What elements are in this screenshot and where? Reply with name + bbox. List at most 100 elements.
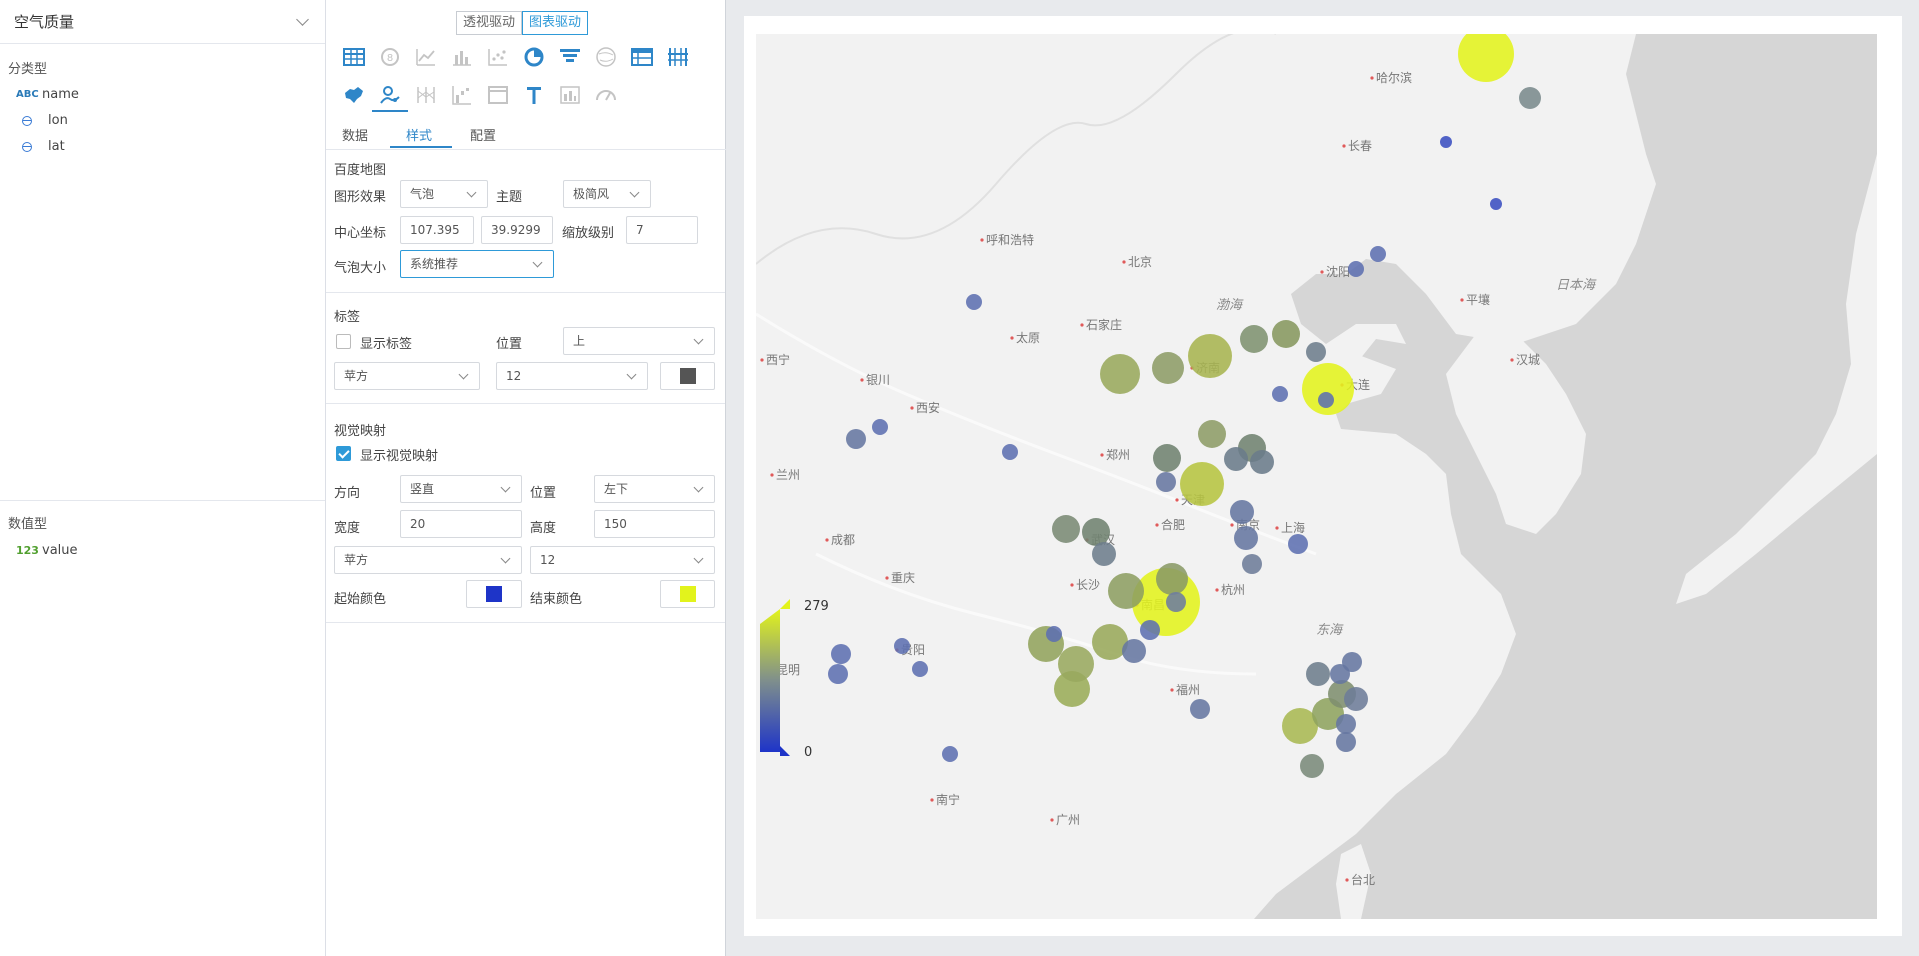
- width-input[interactable]: 20: [400, 510, 522, 538]
- zoom-input[interactable]: 7: [626, 216, 698, 244]
- bubble-mark[interactable]: [1100, 354, 1140, 394]
- bubble-mark[interactable]: [1302, 363, 1354, 415]
- bubble-mark[interactable]: [831, 644, 851, 664]
- frame-icon[interactable]: [480, 80, 516, 110]
- line-chart-icon[interactable]: [408, 42, 444, 72]
- height-input[interactable]: 150: [594, 510, 715, 538]
- pie-chart-icon[interactable]: [516, 42, 552, 72]
- bubble-mark[interactable]: [1288, 534, 1308, 554]
- word-cloud-icon[interactable]: [552, 80, 588, 110]
- bubble-mark[interactable]: [1140, 620, 1160, 640]
- bubble-mark[interactable]: [1519, 87, 1541, 109]
- show-label-checkbox[interactable]: [336, 334, 351, 349]
- bubble-mark[interactable]: [1152, 352, 1184, 384]
- waterfall-icon[interactable]: [444, 80, 480, 110]
- show-visual-map-checkbox[interactable]: [336, 446, 351, 461]
- bubble-mark[interactable]: [942, 746, 958, 762]
- bubble-mark[interactable]: [1336, 732, 1356, 752]
- field-lat[interactable]: lat: [16, 139, 65, 154]
- bubble-mark[interactable]: [1342, 652, 1362, 672]
- bubble-map-icon[interactable]: [372, 80, 408, 112]
- bubble-mark[interactable]: [828, 664, 848, 684]
- bubble-mark[interactable]: [1092, 624, 1128, 660]
- parallel-icon[interactable]: [408, 80, 444, 110]
- tab-config[interactable]: 配置: [470, 129, 497, 144]
- vm-size-select[interactable]: 12: [530, 546, 715, 574]
- label-position-select[interactable]: 上: [563, 327, 715, 355]
- bubble-mark[interactable]: [846, 429, 866, 449]
- bubble-size-select[interactable]: 系统推荐: [400, 250, 554, 278]
- tab-chart-driven[interactable]: 图表驱动: [522, 11, 589, 35]
- bubble-mark[interactable]: [1250, 450, 1274, 474]
- label-size-select[interactable]: 12: [496, 362, 648, 390]
- bubble-mark[interactable]: [1046, 626, 1062, 642]
- bubble-mark[interactable]: [1490, 198, 1502, 210]
- start-color-picker[interactable]: [466, 580, 522, 608]
- tab-style[interactable]: 样式: [406, 129, 433, 144]
- bubble-mark[interactable]: [1370, 246, 1386, 262]
- bubble-mark[interactable]: [1272, 386, 1288, 402]
- bubble-mark[interactable]: [1082, 518, 1110, 546]
- table-icon[interactable]: [336, 42, 372, 72]
- radar-icon[interactable]: [588, 42, 624, 72]
- tab-pivot-driven[interactable]: 透视驱动: [456, 11, 523, 35]
- effect-select[interactable]: 气泡: [400, 180, 488, 208]
- indicator-icon[interactable]: 8: [372, 42, 408, 72]
- bubble-mark[interactable]: [1198, 420, 1226, 448]
- label-font-select[interactable]: 苹方: [334, 362, 480, 390]
- bubble-mark[interactable]: [1002, 444, 1018, 460]
- bubble-mark[interactable]: [1092, 542, 1116, 566]
- bar-chart-icon[interactable]: [444, 42, 480, 72]
- bubble-mark[interactable]: [1224, 447, 1248, 471]
- china-map-icon[interactable]: [336, 80, 372, 110]
- vm-position-select[interactable]: 左下: [594, 475, 715, 503]
- field-lon[interactable]: lon: [16, 113, 68, 128]
- label-color-picker[interactable]: [660, 362, 715, 390]
- text-icon[interactable]: [516, 80, 552, 110]
- bubble-mark[interactable]: [1440, 136, 1452, 148]
- bubble-mark[interactable]: [1272, 320, 1300, 348]
- dataset-selector[interactable]: 空气质量: [0, 0, 325, 44]
- bubble-mark[interactable]: [1240, 325, 1268, 353]
- bubble-mark[interactable]: [1234, 526, 1258, 550]
- gauge-icon[interactable]: [588, 80, 624, 110]
- bubble-mark[interactable]: [1156, 563, 1188, 595]
- bubble-mark[interactable]: [912, 661, 928, 677]
- bubble-mark[interactable]: [1108, 573, 1144, 609]
- bubble-mark[interactable]: [1458, 34, 1514, 82]
- bubble-mark[interactable]: [872, 419, 888, 435]
- center-lat-input[interactable]: 39.9299: [481, 216, 553, 244]
- bubble-mark[interactable]: [1242, 554, 1262, 574]
- bubble-mark[interactable]: [1153, 444, 1181, 472]
- bubble-mark[interactable]: [1336, 714, 1356, 734]
- funnel-icon[interactable]: [552, 42, 588, 72]
- bubble-mark[interactable]: [894, 638, 910, 654]
- end-color-picker[interactable]: [660, 580, 715, 608]
- bubble-mark[interactable]: [966, 294, 982, 310]
- bubble-mark[interactable]: [1306, 662, 1330, 686]
- vm-font-select[interactable]: 苹方: [334, 546, 522, 574]
- bubble-mark[interactable]: [1318, 392, 1334, 408]
- bubble-mark[interactable]: [1190, 699, 1210, 719]
- theme-select[interactable]: 极简风: [563, 180, 651, 208]
- bubble-mark[interactable]: [1344, 687, 1368, 711]
- cross-table-icon[interactable]: [624, 42, 660, 72]
- bubble-mark[interactable]: [1180, 462, 1224, 506]
- bubble-mark[interactable]: [1188, 334, 1232, 378]
- bubble-mark[interactable]: [1282, 708, 1318, 744]
- field-value[interactable]: 123 value: [16, 543, 78, 558]
- bubble-mark[interactable]: [1156, 472, 1176, 492]
- bubble-mark[interactable]: [1052, 515, 1080, 543]
- scatter-icon[interactable]: [480, 42, 516, 72]
- bubble-mark[interactable]: [1300, 754, 1324, 778]
- gantt-icon[interactable]: [660, 42, 696, 72]
- bubble-mark[interactable]: [1166, 592, 1186, 612]
- center-lon-input[interactable]: 107.395: [400, 216, 474, 244]
- bubble-mark[interactable]: [1306, 342, 1326, 362]
- tab-data[interactable]: 数据: [342, 129, 369, 144]
- bubble-map[interactable]: 渤海东海日本海北京哈尔滨长春沈阳大连天津石家庄太原济南郑州西安南京上海杭州武汉长…: [756, 34, 1877, 919]
- bubble-mark[interactable]: [1122, 639, 1146, 663]
- direction-select[interactable]: 竖直: [400, 475, 522, 503]
- field-name[interactable]: ABC name: [16, 87, 79, 102]
- bubble-mark[interactable]: [1348, 261, 1364, 277]
